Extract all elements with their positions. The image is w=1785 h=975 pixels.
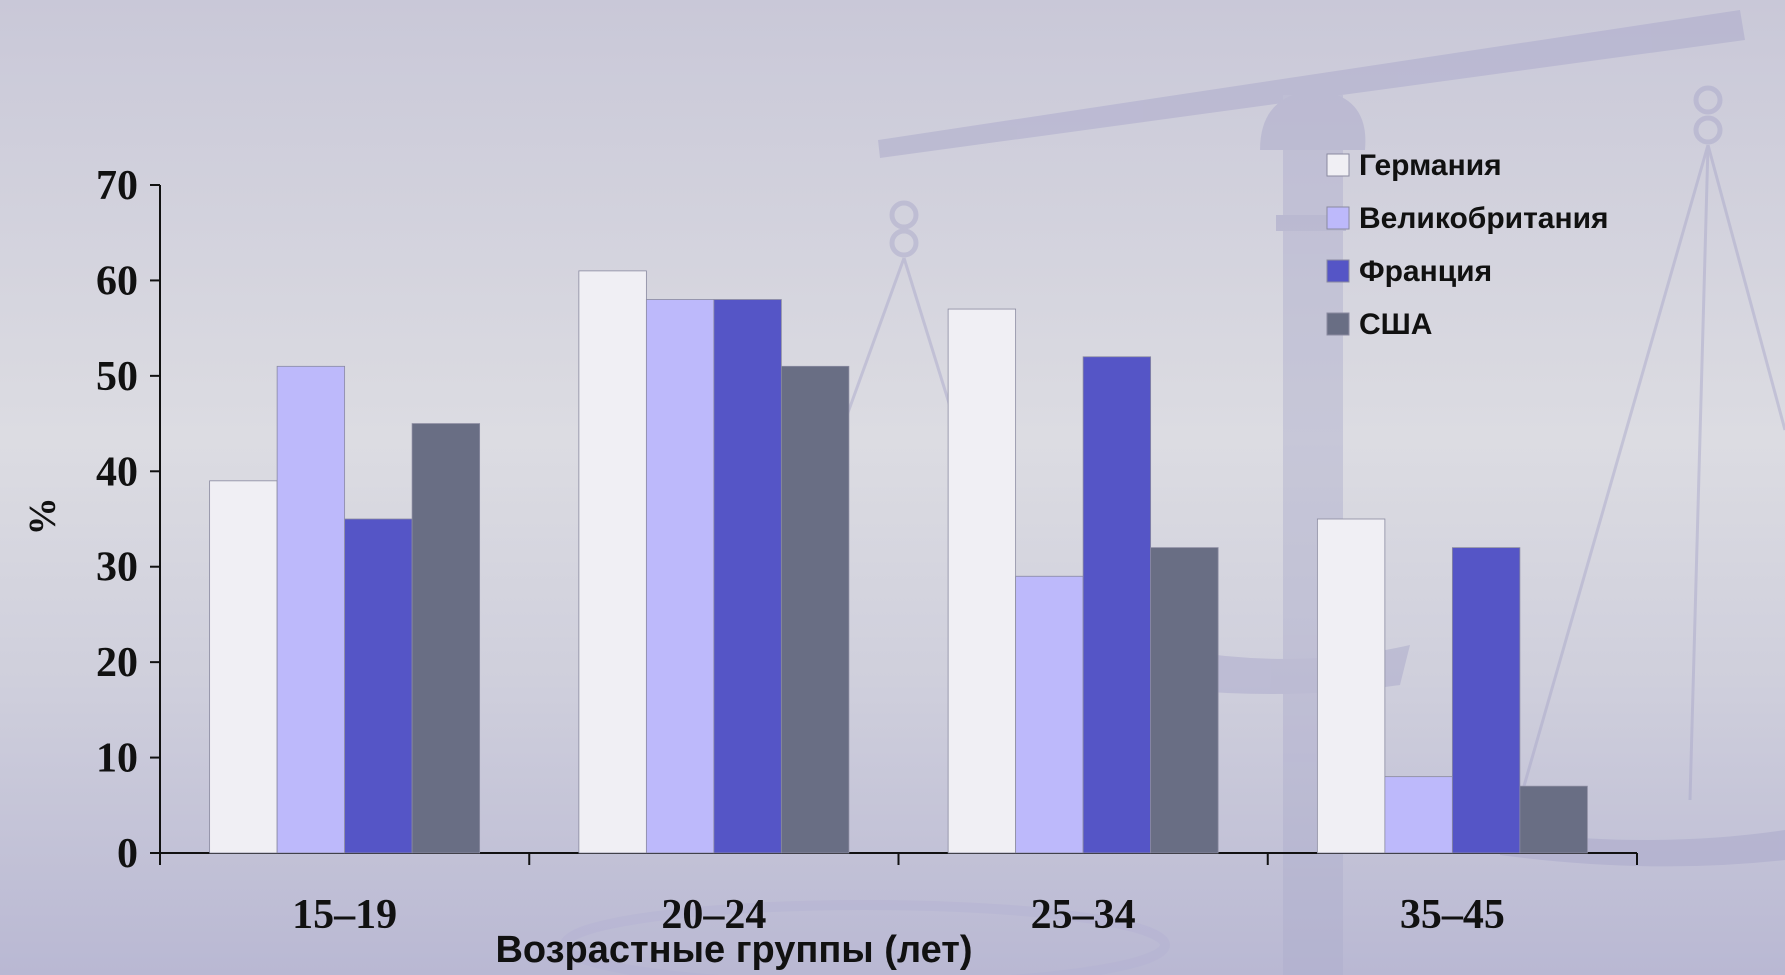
bar-2-4 [1384,776,1453,854]
y-tick-label: 50 [96,354,138,400]
legend-label: Великобритания [1359,202,1609,235]
y-tick-label: 10 [96,736,138,782]
y-tick-label: 70 [96,163,138,209]
y-ticks: 0 10 20 30 40 50 60 70 [96,163,160,877]
bar-3-3 [1082,356,1152,854]
legend-label: Германия [1359,149,1502,182]
bar-3-2 [713,299,782,854]
legend: Германия Великобритания Франция США [1326,149,1609,341]
bar-4-2 [780,365,850,854]
bar-1-2 [578,270,647,854]
bar-2-1 [276,365,346,854]
bar-1-4 [1316,518,1386,854]
legend-label: США [1359,308,1432,341]
bar-1-3 [947,308,1017,854]
bar-2-2 [645,299,715,854]
y-tick-label: 20 [96,640,138,686]
x-ticks: 15–19 20–24 25–34 35–45 [159,853,1638,938]
y-tick-label: 30 [96,545,138,591]
x-tick-label: 20–24 [661,892,766,938]
scales-watermark-icon [560,10,1785,975]
x-tick-label: 15–19 [292,892,397,938]
bar-3-4 [1451,547,1521,854]
legend-swatch [1326,259,1350,283]
bar-4-4 [1519,785,1588,854]
bar-4-1 [411,423,481,854]
bar-1-1 [209,480,278,854]
legend-swatch [1326,206,1350,230]
bars [209,270,1588,854]
x-tick-label: 35–45 [1400,892,1505,938]
bar-4-3 [1150,547,1219,854]
y-tick-label: 0 [117,831,138,877]
bar-3-1 [344,518,413,854]
y-tick-label: 40 [96,449,138,495]
y-tick-label: 60 [96,258,138,304]
legend-swatch [1326,312,1350,336]
x-tick-label: 25–34 [1031,892,1136,938]
legend-label: Франция [1359,255,1492,288]
y-axis-title: % [21,497,63,535]
bar-2-3 [1015,575,1084,854]
legend-swatch [1326,153,1350,177]
x-axis-title: Возрастные группы (лет) [495,929,972,971]
